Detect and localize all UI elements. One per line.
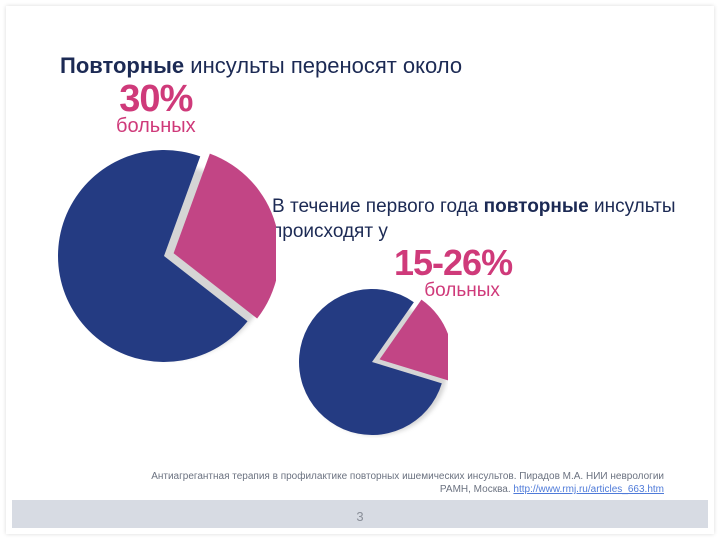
stat-value-15-26: 15-26% (394, 242, 512, 284)
subtitle-prefix: В течение первого года (272, 196, 484, 217)
slide-frame: Повторные инсульты переносят около 30% б… (6, 6, 714, 534)
stat-badge-30pct: 30% больных (116, 78, 196, 138)
title-bold: Повторные (60, 53, 184, 78)
slide-title: Повторные инсульты переносят около (60, 52, 462, 80)
page-number: 3 (6, 509, 714, 524)
citation-link[interactable]: http://www.rmj.ru/articles_663.htm (513, 484, 664, 495)
subtitle-bold: повторные (484, 196, 589, 217)
title-rest: инсульты переносят около (184, 53, 462, 78)
pie-chart-recurrent-total (52, 144, 276, 368)
citation-text: Антиагрегантная терапия в профилактике п… (126, 470, 664, 496)
subtitle: В течение первого года повторные инсульт… (272, 194, 692, 244)
stat-label-30: больных (116, 115, 196, 138)
pie-chart-first-year (296, 286, 448, 438)
